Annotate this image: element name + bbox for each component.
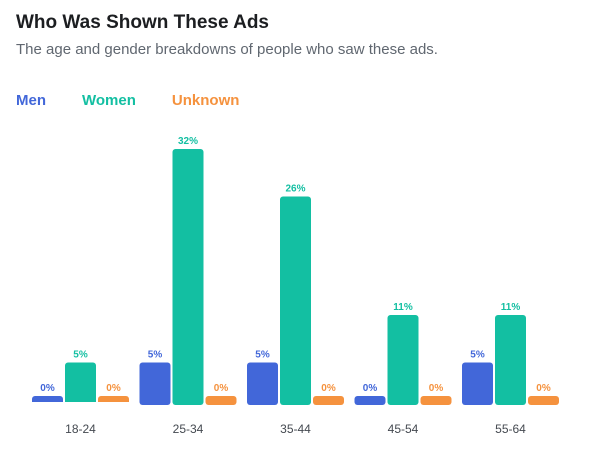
legend-women[interactable]: Women bbox=[82, 92, 136, 109]
data-label-unknown-55-64: 0% bbox=[536, 383, 551, 394]
bar-unknown-25-34[interactable] bbox=[205, 396, 237, 405]
x-tick-label-25-34: 25-34 bbox=[173, 422, 204, 436]
x-tick-label-18-24: 18-24 bbox=[65, 422, 96, 436]
legend: Men Women Unknown bbox=[16, 92, 275, 109]
bar-women-45-54[interactable] bbox=[387, 315, 419, 405]
bar-unknown-55-64[interactable] bbox=[528, 396, 559, 405]
data-label-men-45-54: 0% bbox=[363, 383, 378, 394]
data-label-unknown-25-34: 0% bbox=[214, 383, 229, 394]
legend-unknown[interactable]: Unknown bbox=[171, 92, 240, 109]
chart-subtitle: The age and gender breakdowns of people … bbox=[16, 41, 438, 58]
data-label-men-55-64: 5% bbox=[470, 349, 485, 360]
data-label-men-35-44: 5% bbox=[255, 349, 270, 360]
bar-men-45-54[interactable] bbox=[354, 396, 386, 405]
baseline-mask bbox=[0, 402, 600, 412]
data-label-unknown-18-24: 0% bbox=[106, 383, 121, 394]
data-label-women-25-34: 32% bbox=[178, 136, 198, 147]
x-tick-label-45-54: 45-54 bbox=[388, 422, 419, 436]
bar-women-18-24[interactable] bbox=[65, 362, 96, 405]
x-tick-label-55-64: 55-64 bbox=[495, 422, 526, 436]
bar-women-35-44[interactable] bbox=[280, 196, 311, 405]
x-tick-label-35-44: 35-44 bbox=[280, 422, 311, 436]
data-label-women-18-24: 5% bbox=[73, 349, 88, 360]
data-label-women-35-44: 26% bbox=[285, 183, 305, 194]
bar-women-55-64[interactable] bbox=[495, 315, 526, 405]
bar-men-25-34[interactable] bbox=[139, 362, 171, 405]
chart-title: Who Was Shown These Ads bbox=[16, 12, 269, 33]
bar-men-55-64[interactable] bbox=[462, 362, 493, 405]
data-label-women-55-64: 11% bbox=[501, 302, 521, 313]
bar-men-35-44[interactable] bbox=[247, 362, 278, 405]
data-label-men-18-24: 0% bbox=[40, 383, 55, 394]
bar-unknown-35-44[interactable] bbox=[313, 396, 344, 405]
legend-men[interactable]: Men bbox=[16, 92, 46, 109]
data-label-men-25-34: 5% bbox=[148, 349, 163, 360]
bar-women-25-34[interactable] bbox=[172, 149, 204, 405]
data-label-unknown-45-54: 0% bbox=[429, 383, 444, 394]
data-label-women-45-54: 11% bbox=[393, 302, 413, 313]
bar-unknown-45-54[interactable] bbox=[420, 396, 452, 405]
data-label-unknown-35-44: 0% bbox=[321, 383, 336, 394]
